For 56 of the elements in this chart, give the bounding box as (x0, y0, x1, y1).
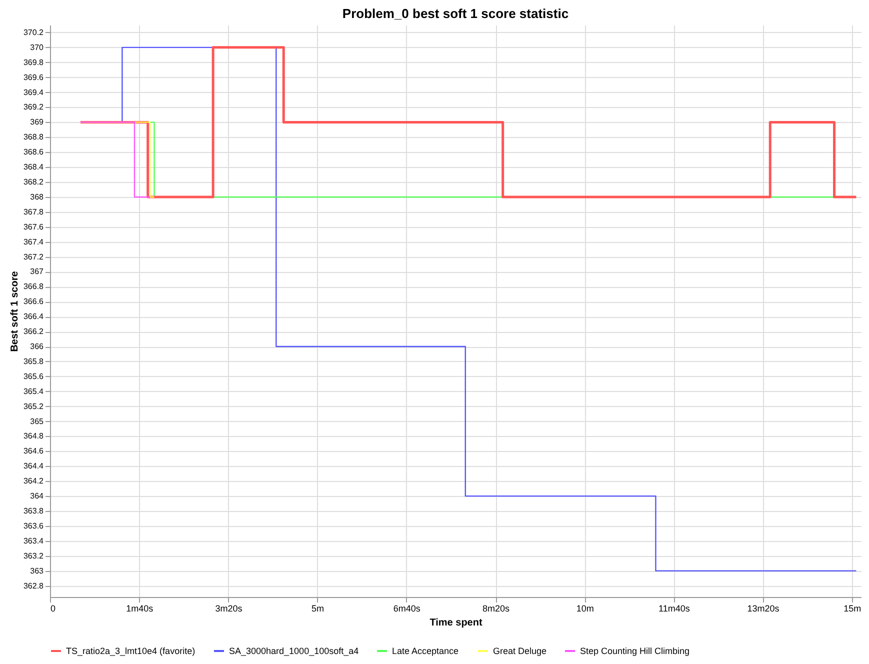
y-tick-label: 364 (30, 492, 44, 501)
x-tick-label: 6m40s (393, 604, 421, 614)
y-tick-label: 370 (30, 42, 44, 52)
y-tick-label: 369 (30, 118, 44, 127)
y-tick-label: 365.6 (23, 372, 44, 381)
y-tick-label: 362.8 (23, 581, 44, 590)
x-tick-label: 3m20s (215, 604, 243, 614)
y-tick-label: 368.8 (23, 132, 44, 142)
y-tick-label: 367 (30, 267, 44, 276)
legend-label: SA_3000hard_1000_100soft_a4 (229, 646, 359, 656)
x-tick-label: 10m (576, 604, 594, 614)
legend-label: Late Acceptance (392, 646, 459, 656)
y-tick-label: 368.4 (23, 162, 44, 172)
y-tick-label: 365.2 (23, 402, 44, 411)
y-tick-label: 365.8 (23, 356, 44, 366)
legend-label: TS_ratio2a_3_lmt10e4 (favorite) (66, 646, 196, 656)
y-tick-label: 367.4 (23, 237, 44, 246)
y-tick-label: 363.4 (23, 536, 44, 546)
y-tick-label: 363 (30, 566, 44, 576)
y-tick-label: 363.2 (23, 551, 44, 560)
y-tick-label: 368.6 (23, 148, 44, 157)
y-tick-label: 368 (30, 192, 44, 202)
legend-label: Great Deluge (493, 646, 547, 656)
chart-title: Problem_0 best soft 1 score statistic (342, 6, 569, 21)
y-tick-label: 365.4 (23, 386, 44, 396)
x-tick-label: 11m40s (658, 604, 690, 614)
y-tick-label: 364.4 (23, 462, 44, 471)
y-tick-label: 366 (30, 342, 44, 352)
y-tick-label: 370.2 (23, 28, 44, 37)
x-tick-label: 13m20s (747, 604, 780, 614)
y-tick-label: 366.2 (23, 327, 44, 336)
x-axis-title: Time spent (430, 618, 483, 628)
y-tick-label: 367.2 (23, 252, 44, 262)
y-tick-label: 364.8 (23, 432, 44, 441)
y-tick-label: 366.4 (23, 312, 44, 322)
legend-label: Step Counting Hill Climbing (580, 646, 690, 656)
y-tick-label: 368.2 (23, 178, 44, 187)
y-tick-label: 366.8 (23, 282, 44, 292)
y-tick-label: 367.8 (23, 207, 44, 216)
y-tick-label: 369.2 (23, 102, 44, 112)
y-tick-label: 369.8 (23, 58, 44, 67)
y-tick-label: 364.2 (23, 476, 44, 486)
y-tick-label: 365 (30, 416, 44, 426)
x-tick-label: 5m (312, 604, 324, 614)
x-tick-label: 8m20s (482, 604, 510, 614)
y-tick-label: 369.6 (23, 72, 44, 82)
y-tick-label: 364.6 (23, 446, 44, 456)
y-tick-label: 363.8 (23, 506, 44, 516)
y-axis-title: Best soft 1 score (9, 270, 20, 352)
y-tick-label: 369.4 (23, 88, 44, 97)
x-tick-label: 0 (50, 604, 56, 614)
x-tick-label: 15m (844, 604, 862, 614)
y-tick-label: 366.6 (23, 297, 44, 306)
y-tick-label: 363.6 (23, 521, 44, 530)
x-tick-label: 1m40s (126, 604, 154, 614)
y-tick-label: 367.6 (23, 222, 44, 232)
